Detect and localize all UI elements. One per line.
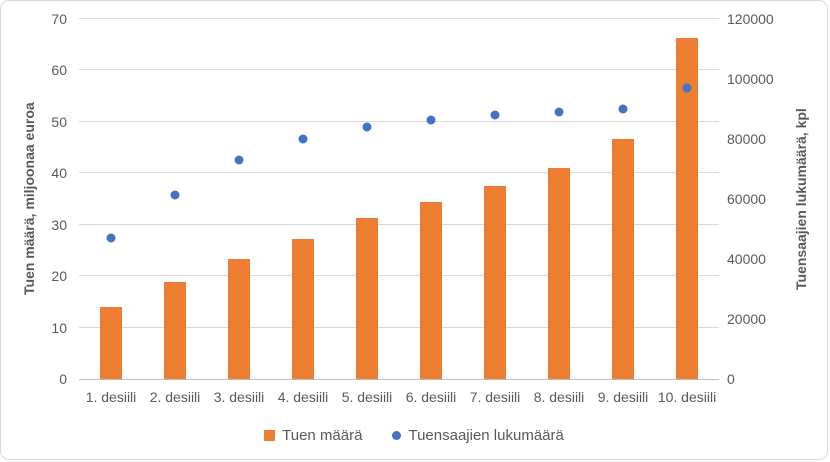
scatter-point <box>682 83 692 93</box>
legend-item-label: Tuen määrä <box>282 427 363 444</box>
x-axis-labels: 1. desiili 2. desiili 3. desiili 4. desiili… <box>79 389 719 405</box>
left-axis-tick-label: 40 <box>51 165 67 182</box>
x-axis-label: 9. desiili <box>597 389 649 405</box>
x-axis-label: 7. desiili <box>469 389 521 405</box>
left-axis-tick-label: 50 <box>51 113 67 130</box>
bar <box>548 168 570 379</box>
right-axis-tick-label: 60000 <box>727 191 766 207</box>
bar-slot <box>207 19 271 379</box>
bar <box>100 307 122 379</box>
bar <box>420 201 442 379</box>
scatter-point <box>490 110 500 120</box>
right-axis-tick-label: 80000 <box>727 131 766 147</box>
x-axis-label: 1. desiili <box>85 389 137 405</box>
x-axis-label: 8. desiili <box>533 389 585 405</box>
bar <box>164 282 186 379</box>
bar <box>484 186 506 379</box>
right-axis-tick-label: 20000 <box>727 311 766 327</box>
left-axis-tick-label: 20 <box>51 268 67 285</box>
gridline <box>79 172 719 174</box>
bar <box>228 259 250 379</box>
gridline <box>79 275 719 277</box>
scatter-point <box>554 107 564 117</box>
scatter-point <box>426 115 436 124</box>
left-axis-tick-label: 70 <box>51 11 67 27</box>
gridline <box>79 326 719 328</box>
right-axis-tick-label: 0 <box>727 371 735 387</box>
left-axis-tick-label: 10 <box>51 319 67 336</box>
left-axis-tick-label: 0 <box>59 371 67 387</box>
scatter-point <box>618 104 628 114</box>
scatter-point <box>298 134 308 144</box>
x-axis-label: 4. desiili <box>277 389 329 405</box>
bar-slot <box>143 19 207 379</box>
x-axis-label: 3. desiili <box>213 389 265 405</box>
right-axis-tick-label: 100000 <box>727 71 774 87</box>
bar-slot <box>463 19 527 379</box>
scatter-point <box>234 155 244 165</box>
left-axis-tick-label: 60 <box>51 62 67 79</box>
x-axis-label: 2. desiili <box>149 389 201 405</box>
x-axis-label: 10. desiili <box>657 389 717 405</box>
chart-legend: Tuen määrä Tuensaajien lukumäärä <box>1 427 827 444</box>
gridline <box>79 223 719 225</box>
bar <box>356 218 378 379</box>
bar <box>612 138 634 379</box>
bar-slot <box>79 19 143 379</box>
bar <box>676 37 698 379</box>
bar-series <box>79 19 719 379</box>
bar-slot <box>271 19 335 379</box>
gridline <box>79 120 719 122</box>
scatter-point <box>362 122 372 132</box>
bar-slot <box>527 19 591 379</box>
bar-slot <box>399 19 463 379</box>
bar <box>292 238 314 379</box>
right-axis-tick-label: 40000 <box>727 251 766 267</box>
bar-slot <box>335 19 399 379</box>
left-axis-tick-labels: 0 10 20 30 40 50 60 70 <box>1 12 67 386</box>
x-axis-label: 6. desiili <box>405 389 457 405</box>
legend-item: Tuen määrä <box>264 427 362 444</box>
bar-slot <box>655 19 719 379</box>
left-axis-tick-label: 30 <box>51 216 67 233</box>
legend-item: Tuensaajien lukumäärä <box>392 427 564 444</box>
scatter-point <box>170 190 180 199</box>
legend-marker-square <box>264 430 276 441</box>
right-axis-title: Tuensaajien lukumäärä, kpl <box>793 108 809 290</box>
gridline <box>79 18 719 19</box>
right-axis-tick-label: 120000 <box>727 11 774 27</box>
bar-slot <box>591 19 655 379</box>
legend-marker-circle <box>392 431 402 440</box>
legend-item-label: Tuensaajien lukumäärä <box>408 427 564 444</box>
scatter-point <box>106 233 116 243</box>
x-axis-label: 5. desiili <box>341 389 393 405</box>
gridline <box>79 69 719 71</box>
right-axis-tick-labels: 0 20000 40000 60000 80000 100000 120000 <box>727 12 807 386</box>
plot-area <box>79 18 719 380</box>
